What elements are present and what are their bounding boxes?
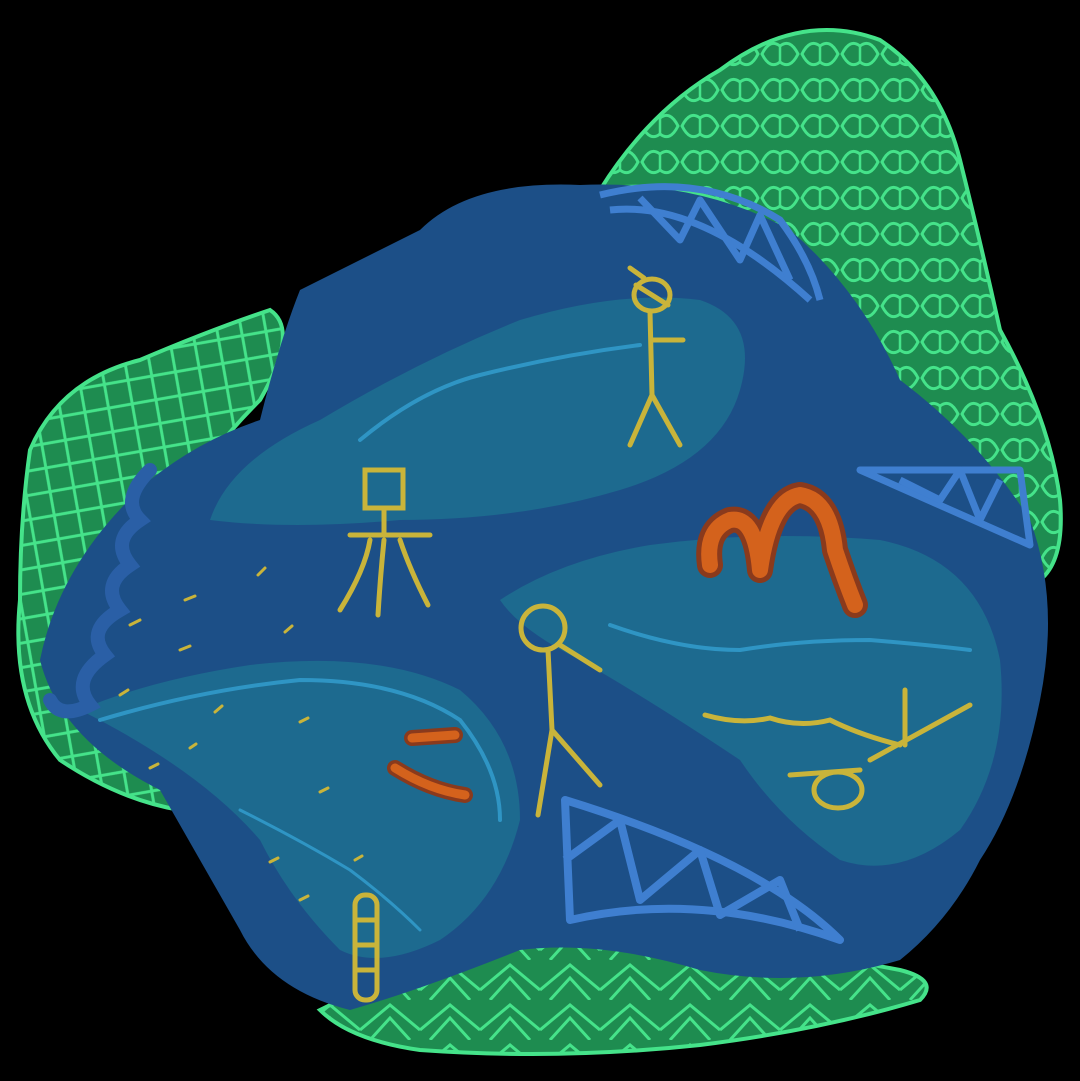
current-line — [98, 677, 502, 822]
truss-bridge-top — [599, 183, 824, 303]
left-shore-ripples — [43, 463, 157, 719]
raft-ladder — [352, 892, 380, 1003]
easel-tripod — [337, 467, 433, 618]
current-line — [608, 623, 972, 653]
orange-dash-marks — [387, 727, 473, 803]
truss-bridge-bottom — [561, 796, 844, 944]
shallow-right — [500, 536, 1002, 866]
current-line — [238, 808, 422, 932]
truss-bridge-right — [856, 466, 1034, 549]
yellow-tick-marks — [118, 566, 364, 902]
current-line — [358, 343, 642, 442]
shallow-upper — [210, 297, 745, 525]
stick-figure-swimming — [518, 603, 603, 818]
stick-figure-floating — [702, 687, 973, 811]
letter-m-glyph — [696, 482, 868, 618]
stick-figure-standing — [627, 265, 686, 448]
